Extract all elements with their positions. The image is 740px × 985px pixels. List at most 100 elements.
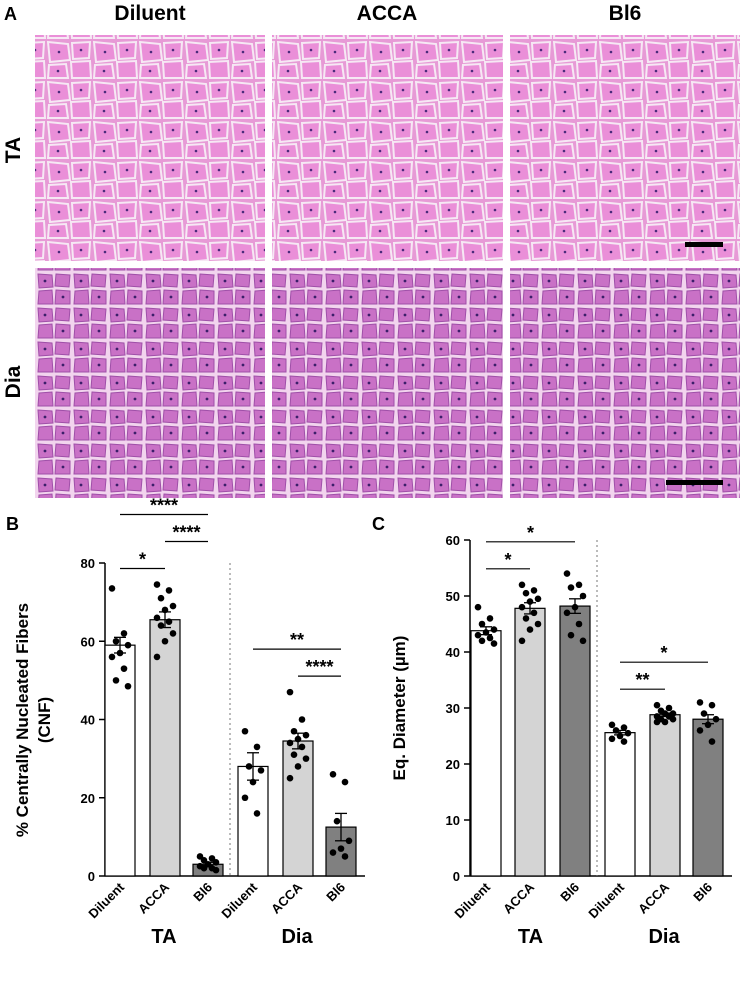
data-point [153, 614, 161, 622]
data-point [530, 587, 538, 594]
chart: B % Centrally Nucleated Fibers (CNF) 0 20 40 6… [6, 496, 365, 948]
significance-label: **** [172, 523, 200, 543]
x-tick-label: Bl6 [190, 880, 215, 905]
data-point [708, 738, 716, 745]
data-point [518, 637, 526, 645]
data-point [153, 653, 161, 661]
significance-label: ** [290, 630, 304, 650]
x-tick-label: ACCA [500, 879, 538, 917]
panel-label: A [4, 4, 17, 24]
data-point [249, 778, 257, 786]
micrograph [35, 268, 265, 498]
data-point [286, 739, 294, 747]
data-point [108, 653, 116, 661]
data-point [534, 620, 542, 628]
data-point [124, 641, 132, 649]
data-point [245, 763, 253, 770]
data-point [108, 585, 116, 592]
data-point [257, 767, 265, 774]
data-point [696, 699, 704, 706]
row-label: Dia [2, 365, 25, 398]
significance-label: * [504, 550, 511, 570]
significance-label: * [660, 643, 667, 663]
data-point [302, 755, 310, 762]
group-label: Dia [281, 926, 313, 948]
data-point [608, 735, 616, 743]
y-axis-label: Eq. Diameter (µm) [390, 636, 409, 781]
data-point [478, 620, 486, 628]
data-point [253, 743, 261, 751]
data-point [302, 731, 310, 739]
data-point [286, 688, 294, 696]
group-label: TA [151, 926, 176, 948]
data-point [329, 770, 337, 778]
significance-label: * [139, 550, 146, 570]
data-point [112, 677, 120, 684]
data-point [482, 629, 490, 636]
data-point [712, 715, 720, 723]
data-point [345, 837, 353, 845]
y-tick-label: 60 [81, 634, 95, 649]
x-tick-label: ACCA [135, 879, 173, 917]
column-label: Diluent [114, 2, 185, 25]
y-tick-label: 0 [453, 869, 460, 884]
micrograph [272, 268, 503, 498]
data-point [478, 637, 486, 645]
data-point [333, 817, 341, 825]
data-point [157, 594, 165, 602]
data-point [212, 866, 220, 874]
significance-label: **** [305, 657, 333, 677]
data-point [653, 718, 661, 726]
bar [559, 605, 591, 877]
y-tick-label: 80 [81, 556, 95, 571]
data-point [567, 584, 575, 591]
data-point [704, 721, 712, 729]
bar [649, 714, 681, 877]
data-point [575, 581, 583, 589]
data-point [212, 859, 220, 866]
micrograph [272, 35, 503, 261]
data-point [474, 603, 482, 611]
micrograph [510, 35, 740, 261]
data-point [620, 738, 628, 745]
data-point [567, 631, 575, 639]
data-point [116, 649, 124, 657]
bar [514, 607, 546, 877]
data-point [534, 595, 542, 603]
data-point [653, 701, 661, 709]
data-point [563, 609, 571, 617]
data-point [526, 626, 534, 633]
bar [149, 619, 181, 877]
data-point [563, 570, 571, 577]
x-tick-label: Diluent [451, 879, 493, 921]
y-tick-label: 0 [88, 869, 95, 884]
data-point [337, 845, 345, 852]
panel-label: B [6, 514, 19, 534]
data-point [526, 598, 534, 605]
column-label: ACCA [357, 2, 418, 25]
x-tick-label: Bl6 [557, 880, 582, 905]
data-point [120, 665, 128, 672]
bar [692, 718, 724, 877]
group-label: TA [518, 926, 543, 948]
data-point [153, 581, 161, 588]
y-tick-label: 20 [81, 791, 95, 806]
data-point [579, 637, 587, 645]
data-point [157, 622, 165, 629]
data-point [474, 631, 482, 639]
data-point [290, 727, 298, 735]
data-point [612, 727, 620, 734]
x-tick-label: Diluent [218, 879, 260, 921]
data-point [286, 774, 294, 782]
bar [470, 630, 502, 877]
data-point [530, 609, 538, 617]
x-tick-label: Diluent [85, 879, 127, 921]
bar [604, 732, 636, 877]
panel-a: A Diluent ACCA Bl6 TA Dia [2, 2, 740, 498]
data-point [298, 743, 306, 751]
x-tick-label: Bl6 [323, 880, 348, 905]
data-point [708, 701, 716, 709]
data-point [624, 729, 632, 737]
y-tick-label: 30 [446, 701, 460, 716]
